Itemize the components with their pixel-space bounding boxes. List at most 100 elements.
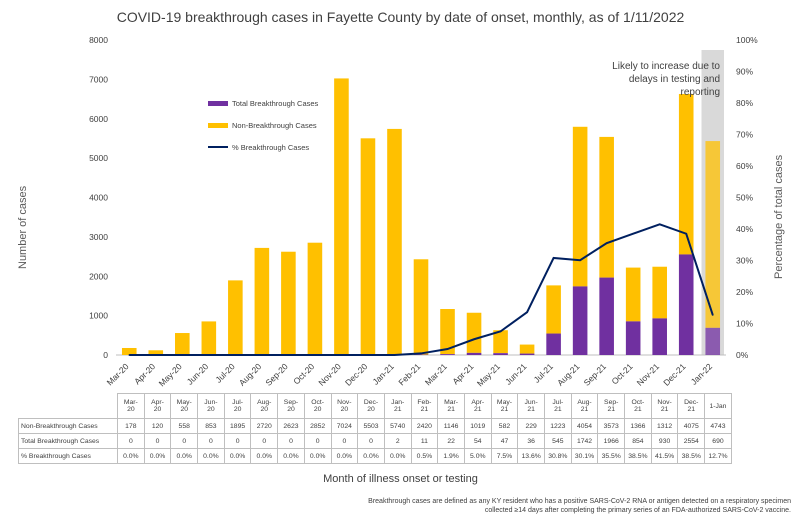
- footnote-line-1: Breakthrough cases are defined as any KY…: [368, 498, 791, 505]
- x-tick-label: May-21: [475, 361, 502, 388]
- table-cell: 5.0%: [463, 448, 492, 464]
- x-tick-label: Apr-21: [450, 361, 475, 386]
- x-tick-label: Feb-21: [396, 361, 422, 387]
- table-cell: 0.0%: [250, 448, 279, 464]
- point-percent-breakthrough: [526, 311, 528, 313]
- table-cell: 41.5%: [650, 448, 679, 464]
- table-cell: 0.0%: [197, 448, 225, 464]
- table-cell: 0: [303, 433, 332, 449]
- point-percent-breakthrough: [473, 338, 475, 341]
- table-header-cell: Mar- 20: [117, 393, 145, 419]
- point-percent-breakthrough: [287, 354, 290, 356]
- y-tick-label-left: 4000: [89, 193, 108, 203]
- bar-non-breakthrough: [625, 267, 641, 322]
- table-cell: 5503: [357, 418, 385, 434]
- table-cell: 690: [704, 433, 732, 449]
- bar-non-breakthrough: [281, 251, 296, 355]
- bar-non-breakthrough: [705, 141, 721, 328]
- table-cell: 1742: [570, 433, 599, 449]
- table-cell: 545: [544, 433, 572, 449]
- x-tick-label: Apr-20: [132, 361, 157, 386]
- table-cell: 3573: [597, 418, 626, 434]
- table-header-cell: May- 20: [170, 393, 199, 419]
- table-cell: 854: [624, 433, 652, 449]
- point-percent-breakthrough: [685, 232, 688, 235]
- table-cell: 178: [117, 418, 145, 434]
- y-tick-label-right: 20%: [736, 287, 753, 297]
- table-cell: 0.0%: [143, 448, 172, 464]
- x-tick-label: Dec-21: [661, 361, 688, 388]
- x-tick-label: Oct-20: [291, 361, 316, 386]
- table-row-label: Non-Breakthrough Cases: [18, 418, 118, 434]
- table-cell: 2720: [250, 418, 279, 434]
- point-percent-breakthrough: [579, 259, 581, 261]
- bar-total-breakthrough: [652, 318, 667, 355]
- table-cell: 30.8%: [544, 448, 572, 464]
- table-header-cell: Dec- 21: [677, 393, 706, 419]
- table-corner-cell: [19, 394, 118, 419]
- y-tick-label-left: 1000: [89, 311, 108, 321]
- y-tick-label-left: 5000: [89, 153, 108, 163]
- footnote-line-2: collected ≥14 days after completing the …: [484, 507, 791, 514]
- table-cell: 1223: [544, 418, 572, 434]
- x-tick-label: Aug-20: [237, 361, 264, 388]
- point-percent-breakthrough: [658, 223, 661, 226]
- bar-non-breakthrough: [254, 247, 270, 355]
- chart-title: COVID-19 breakthrough cases in Fayette C…: [116, 9, 685, 25]
- x-tick-label: Jul-21: [532, 361, 556, 385]
- table-cell: 7.5%: [490, 448, 519, 464]
- data-table: Mar- 20 Apr- 20 May- 20 Jun- 20 Jul- 20 Aug- 20 Sep-…: [18, 393, 732, 464]
- table-cell: 12.7%: [704, 448, 732, 464]
- point-percent-breakthrough: [340, 354, 343, 356]
- table-cell: 0.0%: [117, 448, 145, 464]
- table-header-cell: Oct- 21: [624, 393, 652, 419]
- table-cell: 229: [517, 418, 545, 434]
- x-tick-label: Sep-20: [263, 361, 290, 388]
- table-cell: 1146: [437, 418, 465, 434]
- point-percent-breakthrough: [632, 232, 634, 235]
- table-cell: 11: [410, 433, 439, 449]
- y-tick-label-right: 30%: [736, 256, 753, 266]
- legend-swatch-total-breakthrough: [208, 100, 228, 106]
- table-cell: 1366: [624, 418, 652, 434]
- legend-label-non-breakthrough: Non-Breakthrough Cases: [232, 120, 317, 130]
- legend-swatch-non-breakthrough: [208, 122, 228, 128]
- legend-label-total-breakthrough: Total Breakthrough Cases: [232, 98, 319, 108]
- table-cell: 0: [117, 433, 145, 449]
- table-header-cell: Jun- 21: [517, 393, 545, 419]
- bar-non-breakthrough: [413, 259, 429, 355]
- table-header-cell: Apr- 20: [143, 393, 172, 419]
- point-percent-breakthrough: [367, 354, 369, 356]
- y-tick-label-right: 40%: [736, 224, 753, 234]
- table-cell: 0: [197, 433, 225, 449]
- point-percent-breakthrough: [552, 257, 555, 259]
- y-tick-label-right: 10%: [736, 319, 753, 329]
- table-cell: 0: [357, 433, 385, 449]
- x-tick-label: Jun-21: [503, 361, 529, 387]
- table-cell: 1312: [650, 418, 679, 434]
- y-tick-label-right: 50%: [736, 193, 753, 203]
- y-tick-label-right: 100%: [736, 35, 758, 45]
- legend-item-non-breakthrough: Non-Breakthrough Cases: [208, 119, 318, 131]
- bar-non-breakthrough: [466, 312, 482, 353]
- table-row-label: Total Breakthrough Cases: [18, 433, 118, 449]
- table-cell: 0.0%: [277, 448, 305, 464]
- table-header-row: Mar- 20 Apr- 20 May- 20 Jun- 20 Jul- 20 Aug- 20 Sep-…: [19, 393, 732, 419]
- table-cell: 120: [143, 418, 172, 434]
- legend-item-total-breakthrough: Total Breakthrough Cases: [208, 97, 318, 109]
- table-cell: 22: [437, 433, 465, 449]
- bar-non-breakthrough: [546, 285, 561, 334]
- table-header-cell: Jun- 20: [197, 393, 225, 419]
- table-cell: 54: [463, 433, 492, 449]
- y-tick-label-right: 90%: [736, 67, 753, 77]
- table-cell: 4075: [677, 418, 706, 434]
- table-cell: 2: [383, 433, 412, 449]
- point-percent-breakthrough: [605, 242, 608, 244]
- y-tick-label-left: 7000: [89, 74, 108, 84]
- table-cell: 7024: [330, 418, 359, 434]
- table-cell: 2623: [277, 418, 305, 434]
- y-tick-label-left: 2000: [89, 271, 108, 281]
- table-row: Non-Breakthrough Cases 178 120 558 853 1895 27…: [18, 418, 732, 434]
- table-cell: 4054: [570, 418, 599, 434]
- table-header-cell: Nov- 20: [330, 393, 359, 419]
